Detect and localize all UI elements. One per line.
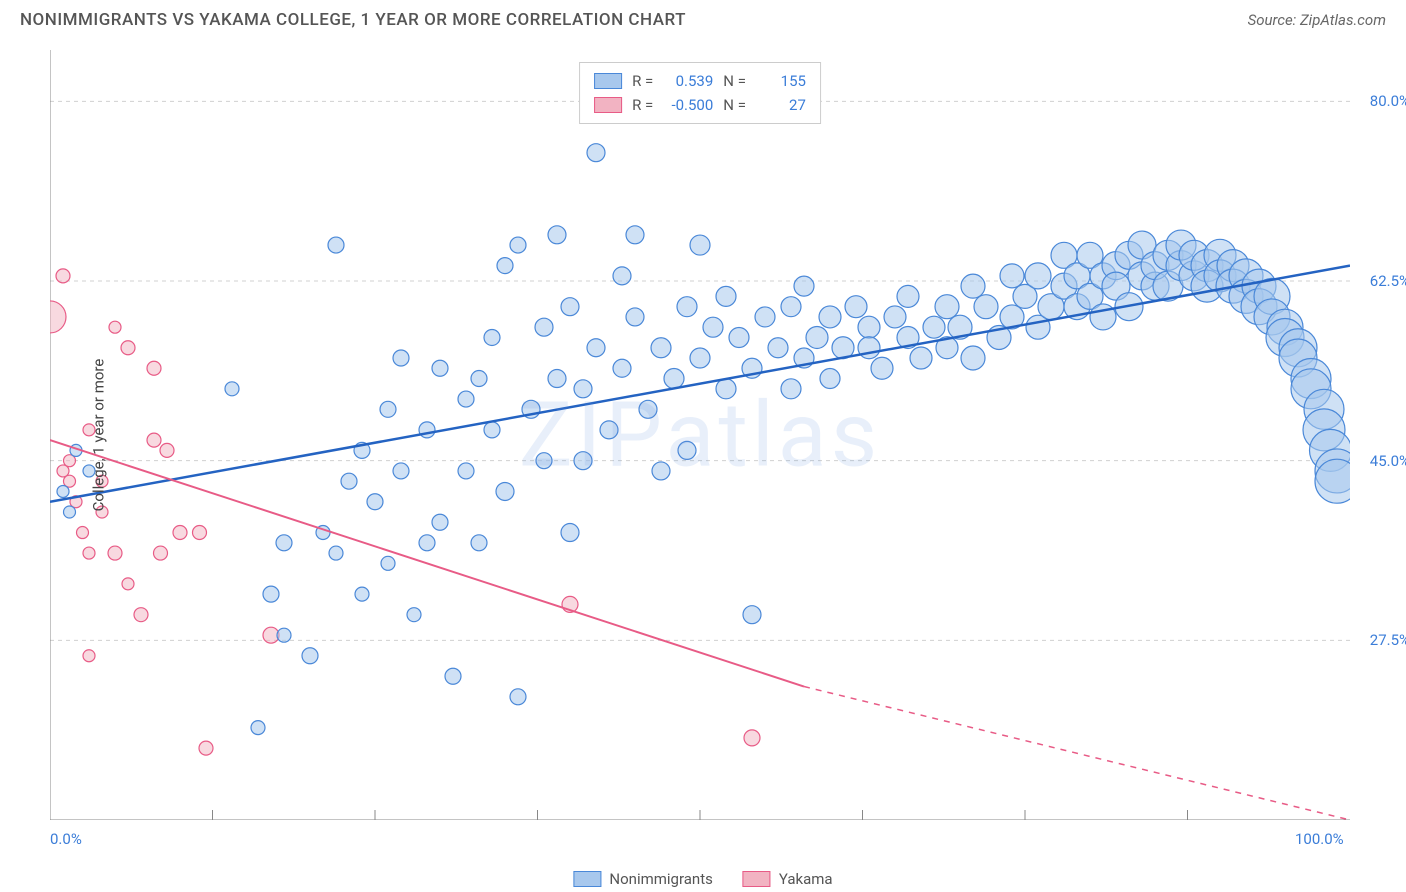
y-tick-label: 62.5% bbox=[1370, 272, 1406, 290]
chart-source: Source: ZipAtlas.com bbox=[1248, 11, 1386, 29]
swatch-yakama bbox=[743, 871, 771, 887]
chart-area: ZIPatlas College, 1 year or more R = 0.5… bbox=[50, 50, 1350, 820]
y-axis-label: College, 1 year or more bbox=[89, 359, 107, 512]
legend-item-yakama: Yakama bbox=[743, 870, 833, 888]
n-label: N = bbox=[723, 93, 746, 117]
chart-header: NONIMMIGRANTS VS YAKAMA COLLEGE, 1 YEAR … bbox=[0, 0, 1406, 34]
chart-title: NONIMMIGRANTS VS YAKAMA COLLEGE, 1 YEAR … bbox=[20, 10, 686, 30]
r-value-yakama: -0.500 bbox=[663, 93, 713, 117]
bottom-legend: Nonimmigrants Yakama bbox=[573, 870, 832, 888]
swatch-nonimmigrants bbox=[573, 871, 601, 887]
n-value-yakama: 27 bbox=[756, 93, 806, 117]
y-tick-label: 80.0% bbox=[1370, 92, 1406, 110]
swatch-yakama bbox=[594, 97, 622, 113]
stats-row-yakama: R = -0.500 N = 27 bbox=[594, 93, 806, 117]
r-label: R = bbox=[632, 93, 653, 117]
legend-label-nonimmigrants: Nonimmigrants bbox=[609, 870, 712, 888]
r-label: R = bbox=[632, 69, 653, 93]
y-tick-label: 45.0% bbox=[1370, 452, 1406, 470]
n-value-nonimmigrants: 155 bbox=[756, 69, 806, 93]
legend-label-yakama: Yakama bbox=[779, 870, 833, 888]
swatch-nonimmigrants bbox=[594, 73, 622, 89]
stats-legend: R = 0.539 N = 155 R = -0.500 N = 27 bbox=[579, 62, 821, 124]
scatter-plot-svg bbox=[50, 50, 1350, 820]
legend-item-nonimmigrants: Nonimmigrants bbox=[573, 870, 712, 888]
n-label: N = bbox=[723, 69, 746, 93]
stats-row-nonimmigrants: R = 0.539 N = 155 bbox=[594, 69, 806, 93]
r-value-nonimmigrants: 0.539 bbox=[663, 69, 713, 93]
x-tick-label: 100.0% bbox=[1295, 830, 1344, 848]
y-tick-label: 27.5% bbox=[1370, 631, 1406, 649]
x-tick-label: 0.0% bbox=[50, 830, 82, 848]
